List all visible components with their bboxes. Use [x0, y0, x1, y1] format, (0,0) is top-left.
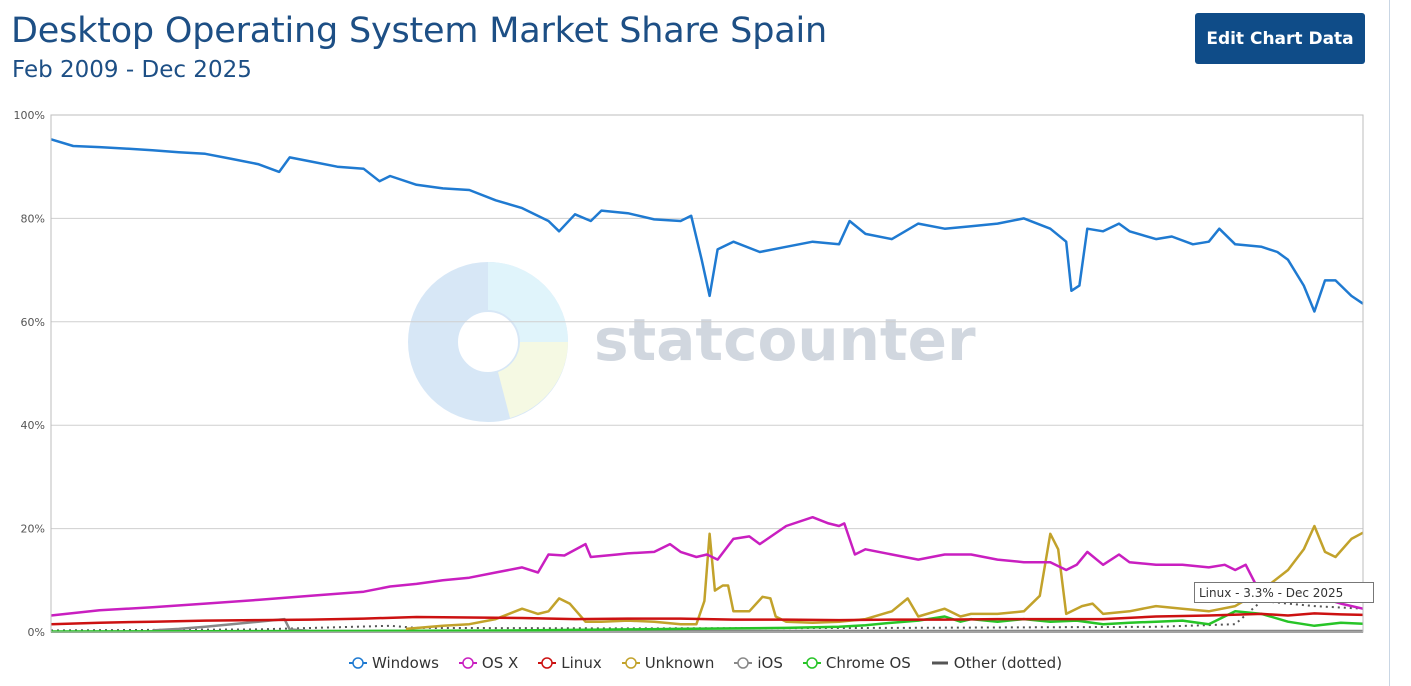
legend-item-linux[interactable]: Linux [538, 654, 602, 672]
series-line-unknown[interactable] [405, 524, 1364, 631]
edit-chart-data-button[interactable]: Edit Chart Data [1195, 13, 1365, 64]
legend-label: Unknown [644, 654, 715, 672]
chart-series [50, 138, 1364, 633]
series-line-linux[interactable] [50, 612, 1364, 626]
legend-item-unknown[interactable]: Unknown [621, 654, 715, 672]
legend-label: Other (dotted) [953, 654, 1063, 672]
chart-title: Desktop Operating System Market Share Sp… [11, 11, 827, 51]
y-tick-label: 60% [21, 316, 45, 329]
watermark-wedge-bottom [498, 342, 568, 418]
legend-label: iOS [757, 654, 783, 672]
y-tick-label: 80% [21, 212, 45, 225]
watermark-text: statcounter [594, 306, 976, 374]
chart-subtitle: Feb 2009 - Dec 2025 [12, 57, 252, 83]
legend-circle-icon [802, 657, 821, 669]
legend-circle-icon [538, 657, 557, 669]
hover-tooltip: Linux - 3.3% - Dec 2025 [1194, 582, 1374, 603]
series-line-windows[interactable] [50, 138, 1364, 313]
y-tick-label: 20% [21, 523, 45, 536]
watermark-wedge-top [488, 262, 568, 342]
legend-circle-icon [734, 657, 753, 669]
legend-label: Chrome OS [825, 654, 911, 672]
legend-item-ios[interactable]: iOS [734, 654, 783, 672]
legend-circle-icon [458, 657, 477, 669]
plot-border [50, 114, 1364, 633]
legend-line-icon [931, 661, 948, 665]
legend-circle-icon [348, 657, 367, 669]
watermark-ring [408, 262, 568, 422]
y-tick-label: 100% [14, 109, 45, 122]
legend-item-chromeos[interactable]: Chrome OS [802, 654, 911, 672]
legend-label: Windows [371, 654, 439, 672]
legend-item-osx[interactable]: OS X [458, 654, 519, 672]
legend-item-other[interactable]: Other (dotted) [931, 654, 1062, 672]
y-tick-label: 0% [28, 626, 45, 639]
legend-item-windows[interactable]: Windows [348, 654, 439, 672]
page-divider [1389, 0, 1390, 686]
statcounter-watermark: statcounter [408, 262, 976, 422]
y-tick-label: 40% [21, 419, 45, 432]
chart-legend: Windows OS X Linux Unknown iOS Chrome OS Other… [0, 652, 1411, 674]
series-line-ios[interactable] [152, 617, 1363, 633]
legend-label: Linux [561, 654, 602, 672]
y-axis-ticks: 0% 20% 40% 60% 80% 100% [14, 109, 45, 639]
legend-circle-icon [621, 657, 640, 669]
series-line-chromeos[interactable] [50, 610, 1364, 633]
legend-label: OS X [481, 654, 519, 672]
series-line-osx[interactable] [50, 515, 1364, 617]
series-line-other[interactable] [50, 600, 1364, 632]
